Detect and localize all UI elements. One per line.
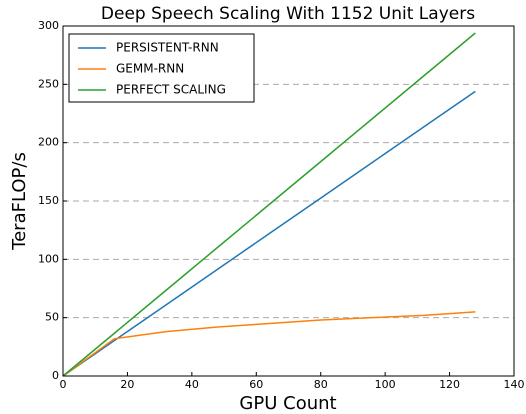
y-tick-label: 150 — [38, 194, 59, 207]
series-line — [62, 90, 476, 377]
legend-label: PERSISTENT-RNN — [116, 41, 219, 55]
x-tick-label: 60 — [249, 378, 263, 391]
y-tick-label: 100 — [38, 252, 59, 265]
plot-frame — [62, 25, 515, 377]
x-tick-label: 80 — [314, 378, 328, 391]
legend-label: PERFECT SCALING — [116, 83, 226, 97]
y-tick-label: 300 — [38, 19, 59, 32]
x-tick-label: 40 — [185, 378, 199, 391]
x-tick-label: 140 — [504, 378, 525, 391]
x-tick-label: 120 — [439, 378, 460, 391]
y-tick-label: 200 — [38, 136, 59, 149]
x-tick-label: 20 — [120, 378, 134, 391]
y-tick-label: 50 — [45, 311, 59, 324]
y-tick-label: 0 — [52, 369, 59, 382]
x-tick-label: 0 — [60, 378, 67, 391]
y-axis-label: TeraFLOP/s — [9, 152, 30, 251]
x-tick-label: 100 — [375, 378, 396, 391]
series-line — [62, 311, 476, 377]
legend-label: GEMM-RNN — [116, 62, 184, 76]
chart-title: Deep Speech Scaling With 1152 Unit Layer… — [101, 4, 475, 24]
y-tick-label: 250 — [38, 77, 59, 90]
series-line — [62, 32, 476, 377]
x-axis-label: GPU Count — [239, 393, 336, 414]
